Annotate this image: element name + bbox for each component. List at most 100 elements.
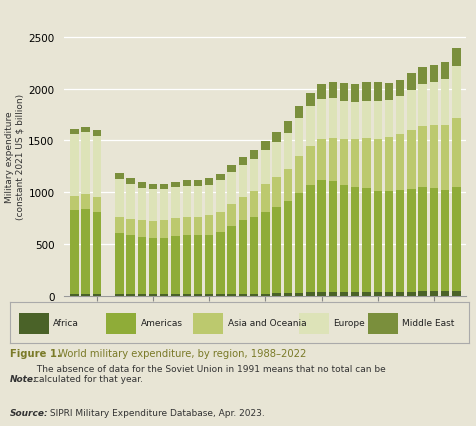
- Bar: [351, 84, 359, 103]
- Bar: [306, 107, 315, 146]
- Bar: [374, 292, 382, 296]
- FancyBboxPatch shape: [299, 313, 329, 334]
- Text: Europe: Europe: [333, 318, 365, 327]
- Bar: [238, 158, 247, 165]
- Bar: [430, 126, 438, 189]
- Bar: [452, 188, 461, 291]
- Bar: [182, 187, 191, 217]
- Bar: [430, 189, 438, 292]
- Bar: [115, 218, 124, 233]
- Text: Americas: Americas: [140, 318, 182, 327]
- Bar: [126, 184, 135, 220]
- Bar: [194, 295, 202, 296]
- Bar: [396, 135, 405, 190]
- Bar: [81, 295, 90, 296]
- Bar: [138, 295, 146, 296]
- Bar: [115, 294, 124, 296]
- Bar: [272, 143, 281, 177]
- Bar: [396, 292, 405, 296]
- Bar: [272, 207, 281, 294]
- Bar: [228, 204, 236, 226]
- Bar: [138, 183, 146, 188]
- Bar: [93, 131, 101, 136]
- Bar: [306, 293, 315, 296]
- Bar: [149, 184, 157, 190]
- Text: The absence of data for the Soviet Union in 1991 means that no total can be
calc: The absence of data for the Soviet Union…: [34, 364, 386, 383]
- Bar: [160, 295, 169, 296]
- Bar: [216, 174, 225, 181]
- Bar: [306, 93, 315, 107]
- Bar: [81, 210, 90, 295]
- Bar: [441, 191, 449, 292]
- Bar: [328, 182, 337, 292]
- Bar: [216, 212, 225, 233]
- Bar: [317, 100, 326, 140]
- Bar: [351, 187, 359, 292]
- Bar: [418, 68, 427, 85]
- Bar: [93, 136, 101, 197]
- Bar: [306, 146, 315, 185]
- Bar: [149, 190, 157, 222]
- FancyBboxPatch shape: [368, 313, 397, 334]
- Bar: [205, 179, 213, 185]
- Bar: [362, 139, 371, 189]
- Bar: [228, 173, 236, 204]
- Bar: [418, 85, 427, 127]
- Bar: [171, 188, 180, 219]
- Bar: [374, 102, 382, 140]
- Bar: [340, 292, 348, 296]
- Bar: [317, 292, 326, 296]
- Bar: [407, 292, 416, 296]
- Bar: [340, 101, 348, 139]
- Bar: [441, 63, 449, 80]
- Bar: [216, 181, 225, 212]
- Bar: [250, 294, 258, 296]
- Bar: [284, 133, 292, 169]
- Bar: [295, 119, 303, 157]
- Bar: [81, 195, 90, 210]
- Bar: [385, 292, 393, 296]
- Bar: [216, 294, 225, 296]
- Bar: [284, 293, 292, 296]
- Bar: [182, 235, 191, 295]
- Bar: [430, 83, 438, 126]
- Bar: [385, 101, 393, 138]
- Bar: [160, 184, 169, 190]
- Bar: [238, 197, 247, 220]
- Bar: [149, 295, 157, 296]
- Bar: [295, 193, 303, 293]
- Bar: [328, 83, 337, 99]
- Bar: [182, 217, 191, 235]
- Bar: [385, 83, 393, 101]
- FancyBboxPatch shape: [193, 313, 223, 334]
- FancyBboxPatch shape: [19, 313, 49, 334]
- Bar: [115, 179, 124, 218]
- Bar: [340, 83, 348, 101]
- Bar: [272, 133, 281, 143]
- Bar: [452, 49, 461, 67]
- Bar: [250, 217, 258, 294]
- Bar: [194, 235, 202, 295]
- Bar: [205, 185, 213, 216]
- Bar: [93, 294, 101, 296]
- Bar: [396, 97, 405, 135]
- Bar: [81, 127, 90, 133]
- Bar: [317, 140, 326, 181]
- Bar: [351, 103, 359, 140]
- Bar: [70, 129, 79, 135]
- Bar: [182, 181, 191, 187]
- Bar: [272, 294, 281, 296]
- Bar: [418, 188, 427, 292]
- Bar: [171, 295, 180, 296]
- Bar: [138, 237, 146, 295]
- Bar: [351, 292, 359, 296]
- Bar: [418, 127, 427, 188]
- Y-axis label: Military expenditure
(constant 2021 US $ billion): Military expenditure (constant 2021 US $…: [5, 94, 24, 219]
- Text: Middle East: Middle East: [402, 318, 455, 327]
- Bar: [81, 133, 90, 195]
- Bar: [149, 222, 157, 239]
- Bar: [295, 106, 303, 119]
- Bar: [385, 191, 393, 292]
- Bar: [328, 99, 337, 138]
- Bar: [284, 202, 292, 293]
